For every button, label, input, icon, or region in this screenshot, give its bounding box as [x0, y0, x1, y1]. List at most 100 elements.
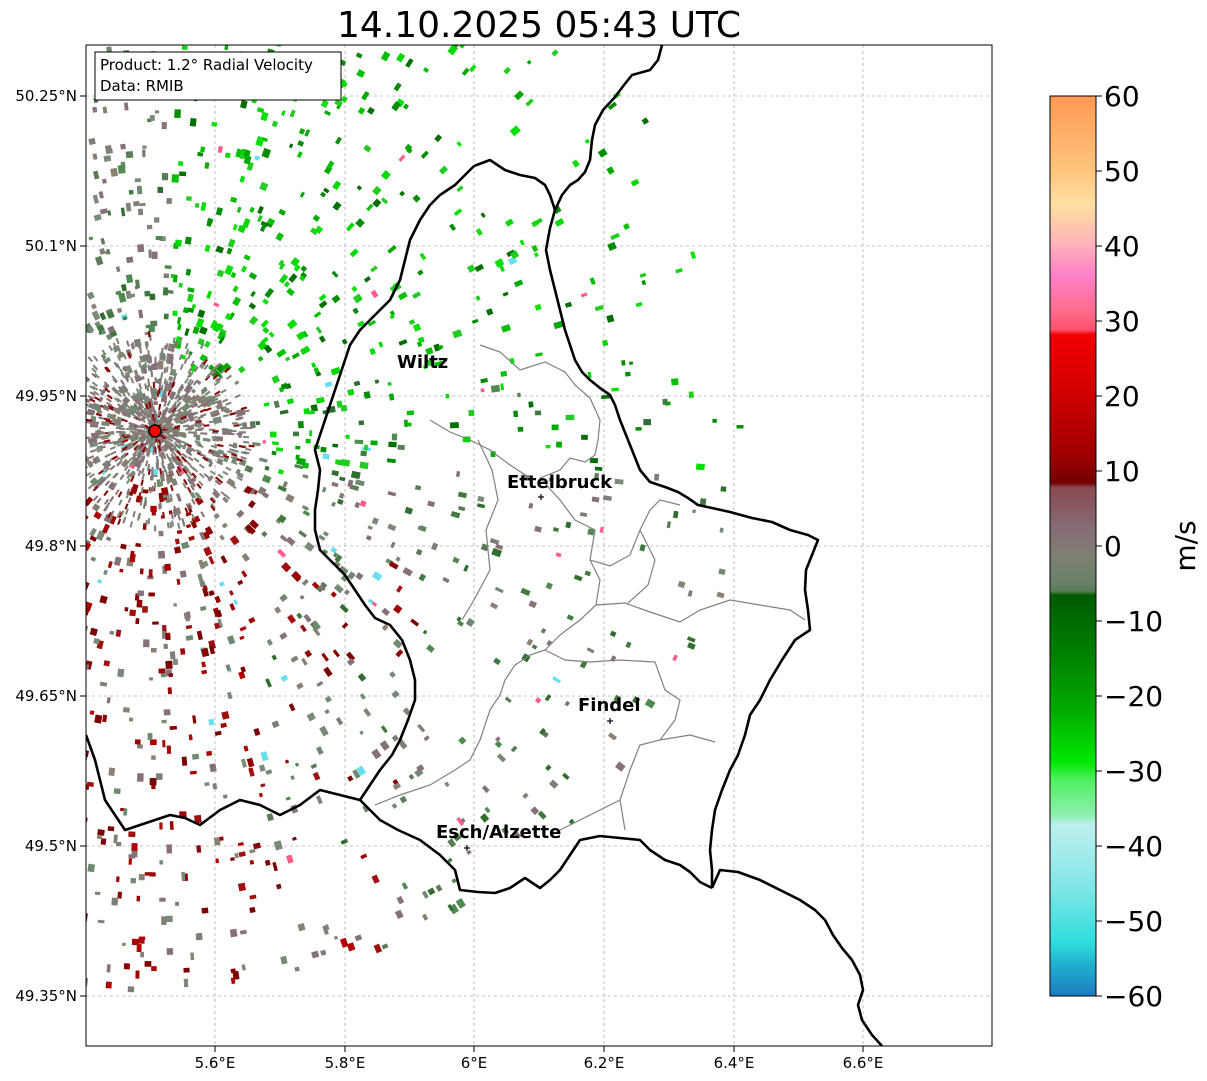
radar-pixel — [202, 560, 209, 568]
radar-pixel — [271, 120, 279, 128]
radar-pixel — [175, 455, 182, 462]
radar-pixel — [326, 160, 335, 170]
radar-pixel — [93, 396, 101, 401]
radar-pixel — [142, 502, 146, 509]
radar-pixel — [244, 485, 253, 495]
radar-pixel — [197, 152, 204, 157]
radar-pixel — [177, 470, 182, 477]
radar-pixel — [719, 527, 724, 533]
radar-pixel — [215, 362, 221, 369]
radar-pixel — [161, 412, 167, 419]
map-title: 14.10.2025 05:43 UTC — [337, 5, 741, 46]
radar-pixel — [229, 928, 238, 938]
radar-pixel — [319, 584, 326, 592]
radar-pixel — [469, 64, 477, 73]
radar-pixel — [302, 474, 309, 479]
radar-pixel — [128, 421, 135, 426]
radar-pixel — [510, 745, 518, 753]
radar-pixel — [124, 102, 129, 111]
radar-pixel — [132, 511, 136, 518]
radar-pixel — [301, 578, 309, 586]
radar-pixel — [294, 762, 300, 767]
radar-pixel — [639, 272, 647, 278]
radar-pixel — [555, 552, 562, 558]
radar-pixel — [103, 417, 111, 421]
city-label-esch-alzette: Esch/Alzette — [436, 822, 561, 843]
radar-pixel — [150, 505, 157, 513]
radar-pixel — [113, 834, 118, 844]
radar-pixel — [200, 453, 207, 458]
radar-pixel — [171, 174, 180, 183]
colorbar-tick: −30 — [1104, 755, 1163, 788]
radar-pixel — [148, 249, 152, 258]
radar-pixel — [199, 408, 207, 413]
radar-pixel — [279, 593, 288, 602]
radar-pixel — [630, 178, 640, 187]
radar-pixel — [220, 388, 227, 394]
radar-pixel — [232, 296, 242, 307]
radar-pixel — [174, 410, 183, 419]
radar-pixel — [170, 513, 174, 520]
radar-pixel — [153, 362, 159, 366]
radar-pixel — [117, 459, 123, 466]
radar-pixel — [200, 201, 207, 212]
radar-pixel — [359, 461, 369, 470]
radar-pixel — [426, 359, 433, 367]
radar-pixel — [297, 923, 306, 932]
radar-pixel — [635, 301, 643, 308]
radar-pixel — [204, 244, 211, 253]
radar-pixel — [235, 468, 241, 475]
radar-pixel — [275, 232, 284, 242]
radar-pixel — [144, 290, 151, 297]
radar-pixel — [264, 287, 274, 298]
radar-pixel — [130, 377, 135, 384]
radar-pixel — [323, 666, 333, 677]
radar-pixel — [644, 698, 656, 709]
radar-pixel — [450, 511, 461, 519]
radar-pixel — [243, 745, 249, 752]
radar-pixel — [371, 517, 379, 525]
radar-pixel — [296, 457, 306, 466]
radar-pixel — [147, 733, 153, 741]
radar-pixel — [131, 342, 136, 349]
radar-pixel — [109, 465, 116, 471]
radar-pixel — [237, 224, 246, 234]
radar-pixel — [231, 422, 238, 425]
radar-pixel — [396, 896, 405, 905]
radar-pixel — [367, 525, 373, 531]
radar-pixel — [115, 337, 120, 345]
radar-pixel — [316, 746, 324, 755]
radar-pixel — [94, 255, 104, 266]
radar-pixel — [504, 696, 512, 704]
radar-pixel — [140, 486, 144, 494]
radar-pixel — [332, 649, 340, 658]
radar-pixel — [250, 290, 256, 298]
radar-pixel — [220, 408, 228, 412]
radar-pixel — [594, 473, 599, 479]
radar-pixel — [452, 329, 463, 339]
radar-pixel — [226, 374, 232, 380]
radar-pixel — [175, 444, 182, 450]
radar-pixel — [513, 410, 519, 418]
radar-pixel — [91, 459, 98, 464]
radar-pixel — [334, 136, 342, 145]
radar-pixel — [140, 445, 146, 453]
radar-pixel — [347, 571, 356, 580]
radar-pixel — [224, 367, 231, 373]
radar-pixel — [354, 501, 361, 509]
radar-pixel — [299, 191, 305, 198]
radar-pixel — [352, 769, 361, 779]
radar-pixel — [247, 500, 256, 509]
radar-pixel — [143, 363, 147, 371]
colorbar-tick: 40 — [1104, 230, 1140, 263]
radar-pixel — [125, 508, 129, 515]
radar-pixel — [412, 323, 422, 332]
radar-pixel — [259, 457, 268, 463]
radar-pixel — [90, 556, 97, 562]
radar-pixel — [381, 607, 390, 616]
radar-pixel — [123, 465, 130, 472]
radar-pixel — [116, 345, 121, 352]
radar-pixel — [514, 90, 524, 101]
radar-pixel — [169, 493, 173, 500]
radar-pixel — [156, 389, 160, 396]
